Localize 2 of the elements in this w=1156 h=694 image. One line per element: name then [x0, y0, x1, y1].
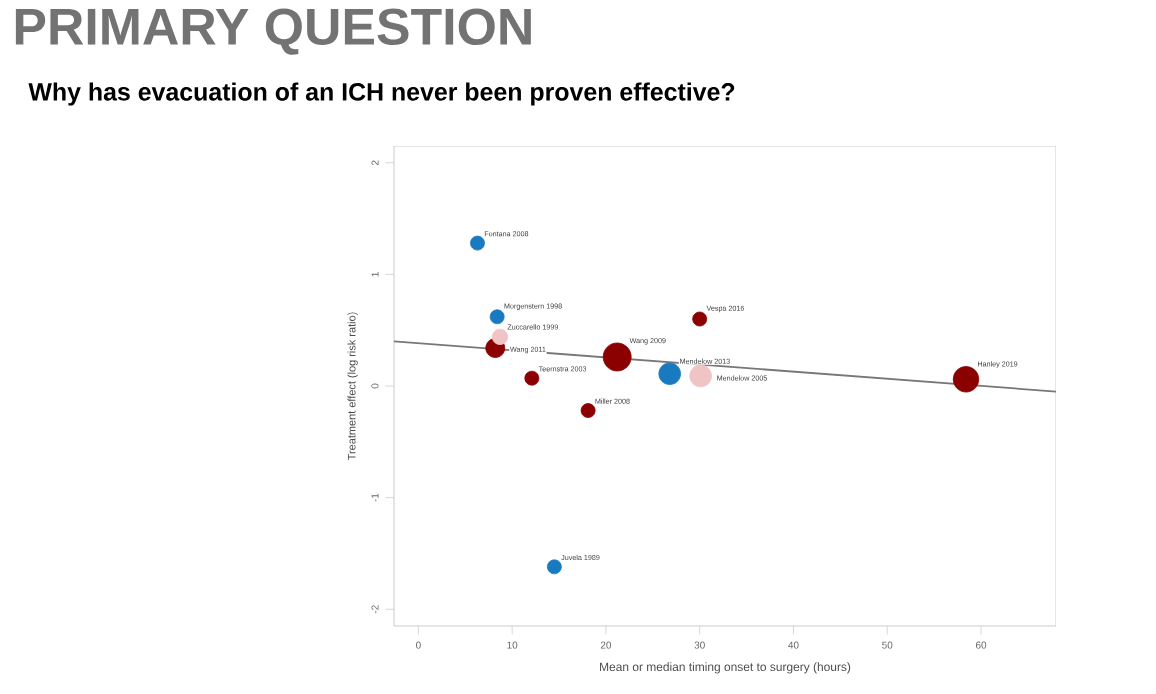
chart-subtitle: Why has evacuation of an ICH never been proven effective?	[28, 82, 735, 106]
chart-title: PRIMARY QUESTION	[15, 8, 531, 55]
